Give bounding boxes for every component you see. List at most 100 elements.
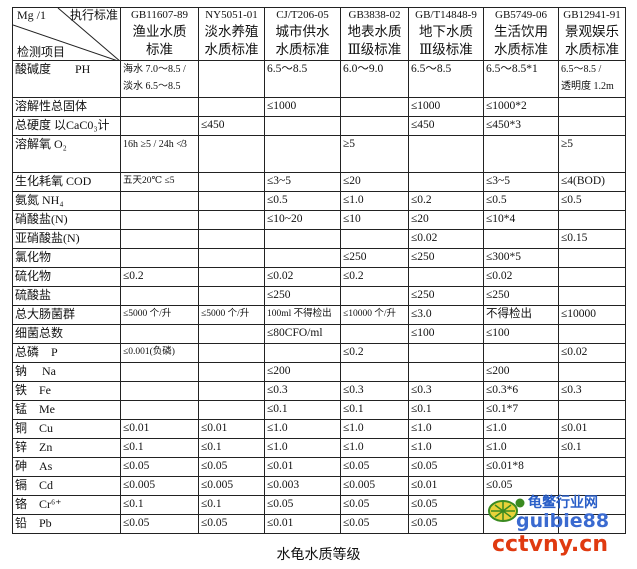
- test-item: 钠 Na: [12, 362, 121, 382]
- limit-cell: [120, 362, 199, 382]
- table-row: 生化耗氧 COD 五天20℃ ≤5 ≤3~5 ≤20 ≤3~5 ≤4(BOD): [12, 172, 626, 192]
- standard-code: GB/T14848-9: [415, 9, 477, 21]
- watermark-site1: guibie88: [516, 510, 610, 532]
- limit-cell: ≤0.05: [198, 514, 265, 534]
- limit-cell: 6.0～9.0: [340, 60, 409, 98]
- standard-name: 标准: [146, 42, 173, 57]
- limit-cell: [120, 381, 199, 401]
- limit-cell: ≤0.05: [408, 495, 484, 515]
- limit-cell: [408, 172, 484, 192]
- standard-code: GB5749-06: [495, 9, 547, 21]
- standard-column-header: NY5051-01 淡水养殖 水质标准: [198, 7, 265, 61]
- limit-cell: ≤450: [198, 116, 265, 136]
- limit-cell: ≤1000*2: [483, 97, 559, 117]
- table-row: 锌 Zn ≤0.1 ≤0.1 ≤1.0 ≤1.0 ≤1.0 ≤1.0 ≤0.1: [12, 438, 626, 458]
- limit-cell: ≤0.01: [120, 419, 199, 439]
- limit-cell: ≤0.05: [264, 495, 341, 515]
- limit-cell: ≤5000 个/升: [120, 305, 199, 325]
- limit-cell: ≤0.1: [264, 400, 341, 420]
- standard-column-header: GB3838-02 地表水质 Ⅲ级标准: [340, 7, 409, 61]
- limit-cell: ≤250: [340, 248, 409, 268]
- limit-cell: ≤200: [483, 362, 559, 382]
- limit-cell: [558, 116, 626, 136]
- limit-cell: [264, 135, 341, 173]
- limit-cell: ≤100: [408, 324, 484, 344]
- limit-cell: [198, 172, 265, 192]
- limit-cell: [120, 116, 199, 136]
- test-item: 锰 Me: [12, 400, 121, 420]
- table-row: 铜 Cu ≤0.01 ≤0.01 ≤1.0 ≤1.0 ≤1.0 ≤1.0 ≤0.01: [12, 419, 626, 439]
- limit-cell: ≤10*4: [483, 210, 559, 230]
- table-row: 酸碱度 PH 海水 7.0～8.5 / 淡水 6.5～8.5 6.5～8.5 6.0～…: [12, 60, 626, 98]
- limit-cell: [558, 476, 626, 496]
- limit-cell: ≤0.2: [340, 343, 409, 363]
- limit-cell: ≤250: [264, 286, 341, 306]
- limit-cell: ≤0.1: [340, 400, 409, 420]
- limit-cell: [120, 286, 199, 306]
- standard-column-header: GB11607-89 渔业水质 标准: [120, 7, 199, 61]
- limit-cell: ≥5: [340, 135, 409, 173]
- limit-cell: [198, 210, 265, 230]
- limit-cell: 16h ≥5 / 24h ≮3: [120, 135, 199, 173]
- standard-name: 淡水养殖: [204, 24, 259, 39]
- limit-cell: ≤1.0: [264, 419, 341, 439]
- limit-cell: 6.5～8.5*1: [483, 60, 559, 98]
- watermark-site2: cctvny.cn: [492, 532, 608, 557]
- turtle-logo-icon: [488, 498, 525, 522]
- limit-cell: [198, 135, 265, 173]
- test-item: 铁 Fe: [12, 381, 121, 401]
- limit-cell: ≤0.5: [483, 191, 559, 211]
- limit-cell: ≤0.2: [408, 191, 484, 211]
- standard-column-header: GB5749-06 生活饮用 水质标准: [483, 7, 559, 61]
- standard-column-header: GB/T14848-9 地下水质 Ⅲ级标准: [408, 7, 484, 61]
- limit-cell: ≤1.0: [340, 191, 409, 211]
- limit-cell: [264, 229, 341, 249]
- table-caption: 水龟水质等级: [276, 547, 361, 563]
- limit-cell: [558, 400, 626, 420]
- standard-code: NY5051-01: [205, 9, 258, 21]
- limit-cell: ≤0.05: [483, 476, 559, 496]
- standard-name: 水质标准: [275, 42, 330, 57]
- limit-cell: [558, 457, 626, 477]
- limit-cell: ≤0.005: [198, 476, 265, 496]
- standard-name: 水质标准: [565, 42, 619, 57]
- standard-code: GB11607-89: [130, 9, 189, 21]
- limit-cell: [198, 229, 265, 249]
- limit-cell: [408, 343, 484, 363]
- limit-cell: ≤200: [264, 362, 341, 382]
- table-row: 细菌总数 ≤80CFO/ml ≤100 ≤100: [12, 324, 626, 344]
- test-item: 锌 Zn: [12, 438, 121, 458]
- limit-cell: [340, 97, 409, 117]
- limit-cell: ≤0.3: [264, 381, 341, 401]
- header-row: Mg /1 执行标准 检测项目 GB11607-89 渔业水质 标准 NY5051-0…: [12, 7, 626, 61]
- table-row: 锰 Me ≤0.1 ≤0.1 ≤0.1 ≤0.1*7: [12, 400, 626, 420]
- limit-cell: ≤20: [340, 172, 409, 192]
- test-item: 溶解氧 O₂: [12, 135, 121, 173]
- limit-cell: [558, 514, 626, 534]
- limit-cell: [558, 97, 626, 117]
- limit-cell: [120, 400, 199, 420]
- limit-cell: ≤0.1*7: [483, 400, 559, 420]
- limit-cell: [408, 135, 484, 173]
- limit-cell: [198, 248, 265, 268]
- standard-code: GB3838-02: [348, 9, 401, 21]
- table-row: 硫化物 ≤0.2 ≤0.02 ≤0.2 ≤0.02: [12, 267, 626, 287]
- limit-cell: [340, 286, 409, 306]
- test-item: 氨氮 NH₄: [12, 191, 121, 211]
- standard-code: GB12941-91: [563, 9, 621, 21]
- limit-cell: ≤0.001(负磷): [120, 343, 199, 363]
- standard-column-header: CJ/T206-05 城市供水 水质标准: [264, 7, 341, 61]
- limit-cell: ≤0.05: [340, 514, 409, 534]
- limit-cell: ≥5: [558, 135, 626, 173]
- table-row: 铁 Fe ≤0.3 ≤0.3 ≤0.3 ≤0.3*6 ≤0.3: [12, 381, 626, 401]
- test-item: 铬 Cr⁶⁺: [12, 495, 121, 515]
- limit-cell: [198, 267, 265, 287]
- header-corner: Mg /1 执行标准 检测项目: [12, 7, 121, 61]
- limit-cell: ≤0.3: [408, 381, 484, 401]
- table-row: 铬 Cr⁶⁺ ≤0.1 ≤0.1 ≤0.05 ≤0.05 ≤0.05: [12, 495, 626, 515]
- limit-cell: ≤1.0: [340, 419, 409, 439]
- table-row: 钠 Na ≤200 ≤200: [12, 362, 626, 382]
- limit-cell: ≤0.05: [408, 457, 484, 477]
- limit-cell: [120, 248, 199, 268]
- limit-cell: ≤1.0: [483, 419, 559, 439]
